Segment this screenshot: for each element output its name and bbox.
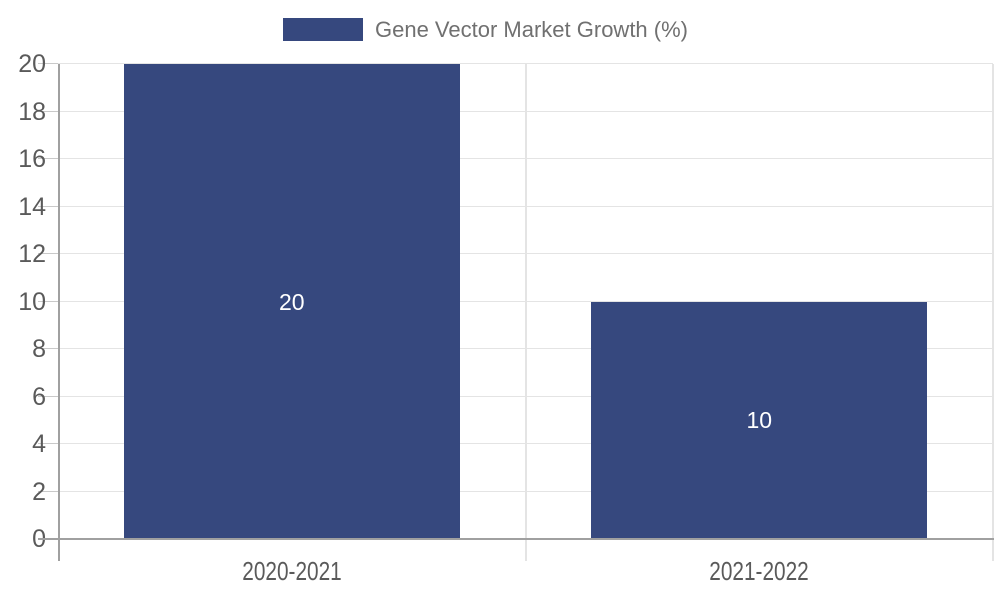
y-tick [38,490,58,492]
y-tick [38,110,58,112]
y-tick-label: 16 [18,145,46,173]
x-axis-label: 2020-2021 [242,556,342,586]
y-tick [38,63,58,64]
v-gridline [524,64,527,561]
y-tick-label: 20 [18,50,46,78]
y-tick [38,300,58,302]
y-tick [38,348,58,349]
y-tick [38,158,58,159]
y-tick [38,395,58,397]
legend-swatch-icon [283,18,363,41]
y-tick [38,443,58,444]
v-gridline [992,64,994,561]
y-tick-label: 18 [18,97,46,126]
legend[interactable]: Gene Vector Market Growth (%) [283,18,688,41]
y-tick-label: 12 [18,240,46,268]
x-axis-label: 2021-2022 [709,556,809,586]
y-tick-label: 10 [18,287,46,316]
bar-2021-2022[interactable] [591,301,928,539]
y-axis-line [58,64,60,561]
x-axis-line [38,538,994,540]
y-tick-label: 6 [32,382,46,411]
legend-label: Gene Vector Market Growth (%) [375,17,688,42]
bar-value-label: 20 [278,288,305,315]
bar-2020-2021[interactable] [123,64,460,539]
h-gridline [58,63,993,64]
y-tick-label: 14 [18,192,46,221]
y-tick-label: 4 [32,430,46,458]
y-tick-label: 2 [32,477,46,506]
y-tick [38,253,58,254]
bar-value-label: 10 [746,407,773,434]
y-tick-label: 8 [32,335,46,363]
y-tick [38,205,58,207]
